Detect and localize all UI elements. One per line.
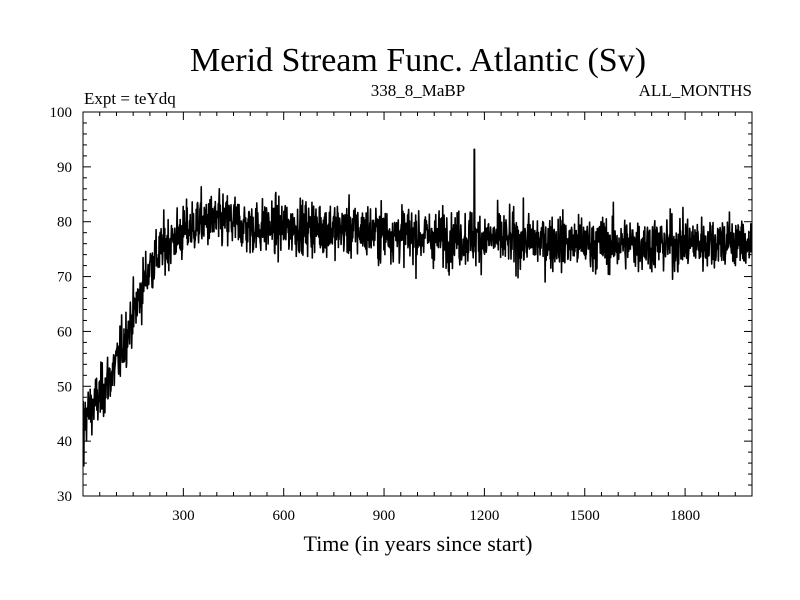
plot-frame (82, 111, 753, 497)
x-tick-label: 1200 (469, 508, 499, 524)
x-axis: 300 600 900 1200 1500 1800 (99, 112, 736, 524)
series-line (83, 148, 752, 467)
y-axis: 30 40 50 60 70 80 90 100 (50, 105, 752, 505)
x-tick-label: 300 (172, 508, 195, 524)
x-axis-label: Time (in years since start) (304, 531, 533, 556)
chart-title: Merid Stream Func. Atlantic (Sv) (190, 42, 646, 79)
y-tick-label: 40 (57, 434, 72, 450)
x-tick-label: 600 (272, 508, 295, 524)
months-label: ALL_MONTHS (639, 81, 752, 100)
y-tick-label: 30 (57, 489, 72, 505)
y-tick-label: 60 (57, 324, 72, 340)
x-tick-label: 1800 (670, 508, 700, 524)
period-label: 338_8_MaBP (371, 81, 465, 100)
y-tick-label: 80 (57, 215, 72, 231)
series-layer (83, 148, 752, 467)
y-tick-label: 70 (57, 270, 72, 286)
y-tick-label: 50 (57, 379, 72, 395)
x-tick-label: 1500 (570, 508, 600, 524)
experiment-label: Expt = teYdq (84, 89, 176, 108)
y-tick-label: 100 (50, 105, 73, 121)
y-tick-label: 90 (57, 160, 72, 176)
x-tick-label: 900 (373, 508, 396, 524)
